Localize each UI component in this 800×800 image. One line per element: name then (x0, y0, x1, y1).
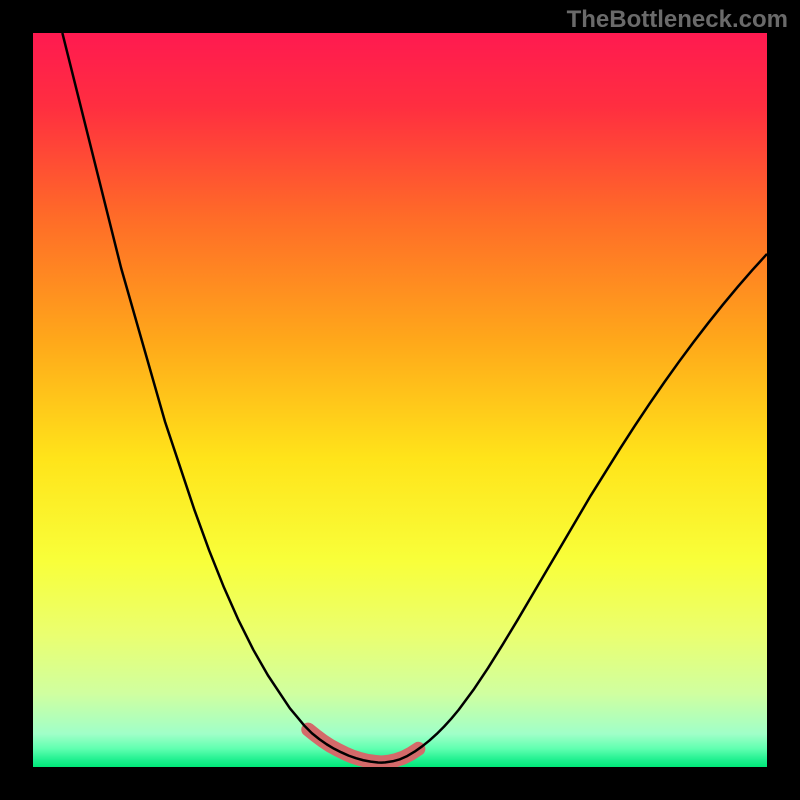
gradient-background (33, 33, 767, 767)
bottleneck-chart (33, 33, 767, 767)
chart-svg (33, 33, 767, 767)
watermark-text: TheBottleneck.com (567, 6, 788, 34)
